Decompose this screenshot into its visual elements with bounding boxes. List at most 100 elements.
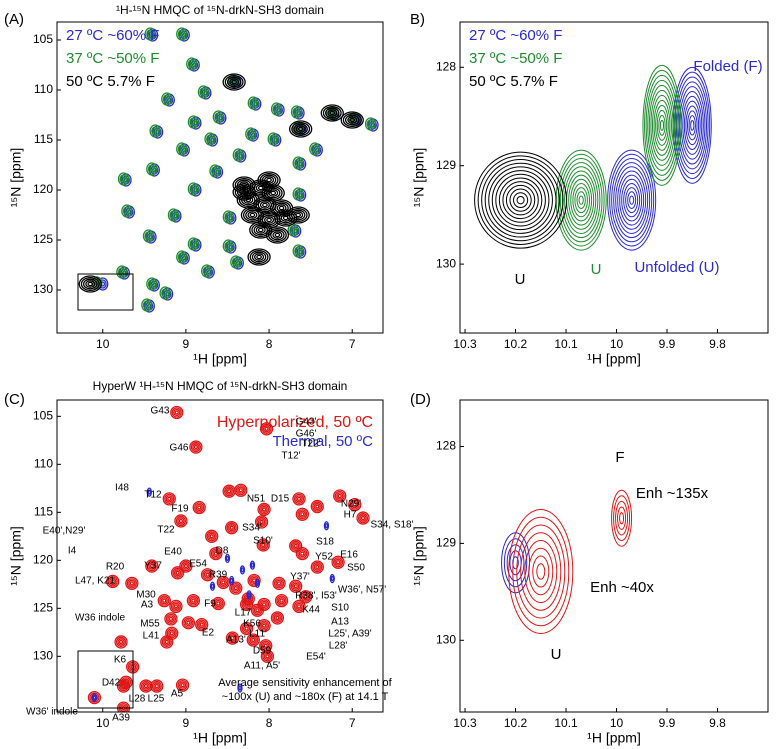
contour-ring bbox=[257, 502, 271, 517]
contour-ring bbox=[481, 159, 561, 242]
contour-ring bbox=[653, 99, 671, 151]
peak-label: S10 bbox=[331, 603, 349, 614]
peak bbox=[474, 151, 568, 249]
contour-ring bbox=[168, 629, 176, 637]
contour-ring bbox=[224, 521, 239, 535]
contour-ring bbox=[142, 300, 151, 310]
contour-ring bbox=[206, 134, 215, 144]
contour-ring bbox=[187, 237, 200, 251]
peak bbox=[106, 574, 120, 589]
contour-ring bbox=[213, 551, 218, 556]
contour-ring bbox=[225, 631, 240, 645]
contour-ring bbox=[197, 85, 210, 99]
contour-ring bbox=[186, 57, 198, 71]
contour-ring bbox=[171, 212, 176, 218]
y-axis-label: ¹⁵N [ppm] bbox=[411, 526, 427, 585]
x-tick-label: 7 bbox=[349, 337, 356, 351]
contour-ring bbox=[329, 110, 336, 116]
x-tick-label: 10.3 bbox=[453, 337, 477, 351]
note: ~100x (U) and ~180x (F) at 14.1 T bbox=[222, 691, 389, 703]
contour-ring bbox=[180, 682, 185, 688]
contour-ring bbox=[536, 563, 546, 580]
annotation: F bbox=[615, 449, 624, 466]
contour-ring bbox=[92, 694, 97, 701]
contour-ring bbox=[607, 149, 657, 251]
peak-label: A5 bbox=[171, 689, 184, 700]
x-tick-label: 10.2 bbox=[504, 716, 528, 730]
contour-ring bbox=[91, 692, 98, 703]
x-tick-label: 9.9 bbox=[659, 337, 676, 351]
contour-ring bbox=[152, 128, 158, 134]
peak bbox=[247, 96, 259, 110]
peak bbox=[211, 596, 225, 611]
contour-ring bbox=[290, 105, 303, 119]
contour-ring bbox=[211, 166, 219, 176]
contour-ring bbox=[249, 636, 257, 644]
peak-label: G43' bbox=[296, 417, 317, 428]
contour-ring bbox=[189, 239, 198, 249]
peak-label: N51 bbox=[247, 494, 266, 505]
contour-ring bbox=[617, 506, 627, 530]
y-tick-label: 125 bbox=[33, 232, 53, 246]
contour-ring bbox=[164, 96, 170, 102]
contour-ring bbox=[169, 631, 174, 636]
contour-ring bbox=[147, 489, 151, 495]
contour-ring bbox=[272, 104, 281, 114]
contour-ring bbox=[141, 298, 153, 312]
contour-ring bbox=[192, 443, 200, 451]
contour-ring bbox=[509, 188, 532, 212]
contour-ring bbox=[300, 551, 305, 556]
contour-ring bbox=[199, 87, 208, 97]
peak bbox=[256, 538, 270, 552]
contour-ring bbox=[195, 617, 209, 632]
contour-ring bbox=[344, 114, 360, 126]
contour-ring bbox=[90, 693, 99, 702]
contour-ring bbox=[528, 547, 554, 596]
peak-label: S50 bbox=[347, 563, 365, 574]
contour-ring bbox=[239, 621, 254, 636]
contour-ring bbox=[191, 186, 196, 192]
contour-ring bbox=[125, 576, 139, 591]
peak-label: S10' bbox=[253, 536, 273, 547]
x-tick-label: 10 bbox=[610, 716, 624, 730]
contour-ring bbox=[299, 590, 313, 604]
contour-ring bbox=[627, 191, 637, 209]
contour-ring bbox=[330, 575, 334, 582]
peak bbox=[170, 405, 184, 420]
contour-ring bbox=[516, 195, 525, 205]
contour-ring bbox=[228, 575, 235, 586]
contour-ring bbox=[179, 31, 185, 37]
contour-ring bbox=[143, 683, 149, 689]
contour-ring bbox=[168, 616, 174, 622]
contour-ring bbox=[234, 150, 243, 160]
contour-ring bbox=[289, 539, 303, 553]
contour-ring bbox=[503, 538, 528, 588]
peak bbox=[195, 617, 209, 632]
contour-ring bbox=[621, 178, 643, 222]
contour-ring bbox=[267, 132, 279, 146]
plot-frame bbox=[459, 21, 769, 334]
contour-ring bbox=[216, 601, 221, 606]
contour-ring bbox=[232, 183, 256, 201]
contour-ring bbox=[286, 206, 310, 224]
contour-ring bbox=[337, 493, 342, 499]
contour-ring bbox=[336, 492, 344, 500]
contour-ring bbox=[167, 496, 172, 502]
x-tick-label: 9.8 bbox=[709, 337, 726, 351]
contour-ring bbox=[249, 249, 269, 265]
peak bbox=[164, 612, 178, 626]
annotation: U bbox=[551, 646, 562, 663]
contour-ring bbox=[223, 486, 235, 497]
peak-label: L28' bbox=[329, 641, 348, 652]
contour-ring bbox=[145, 559, 159, 573]
peak bbox=[117, 172, 130, 186]
contour-ring bbox=[149, 166, 155, 172]
contour-ring bbox=[251, 251, 267, 263]
contour-ring bbox=[288, 207, 308, 223]
contour-ring bbox=[352, 502, 357, 507]
contour-ring bbox=[257, 618, 271, 633]
contour-ring bbox=[659, 119, 665, 131]
contour-ring bbox=[229, 78, 240, 86]
peak bbox=[187, 182, 200, 196]
contour-ring bbox=[195, 503, 203, 512]
